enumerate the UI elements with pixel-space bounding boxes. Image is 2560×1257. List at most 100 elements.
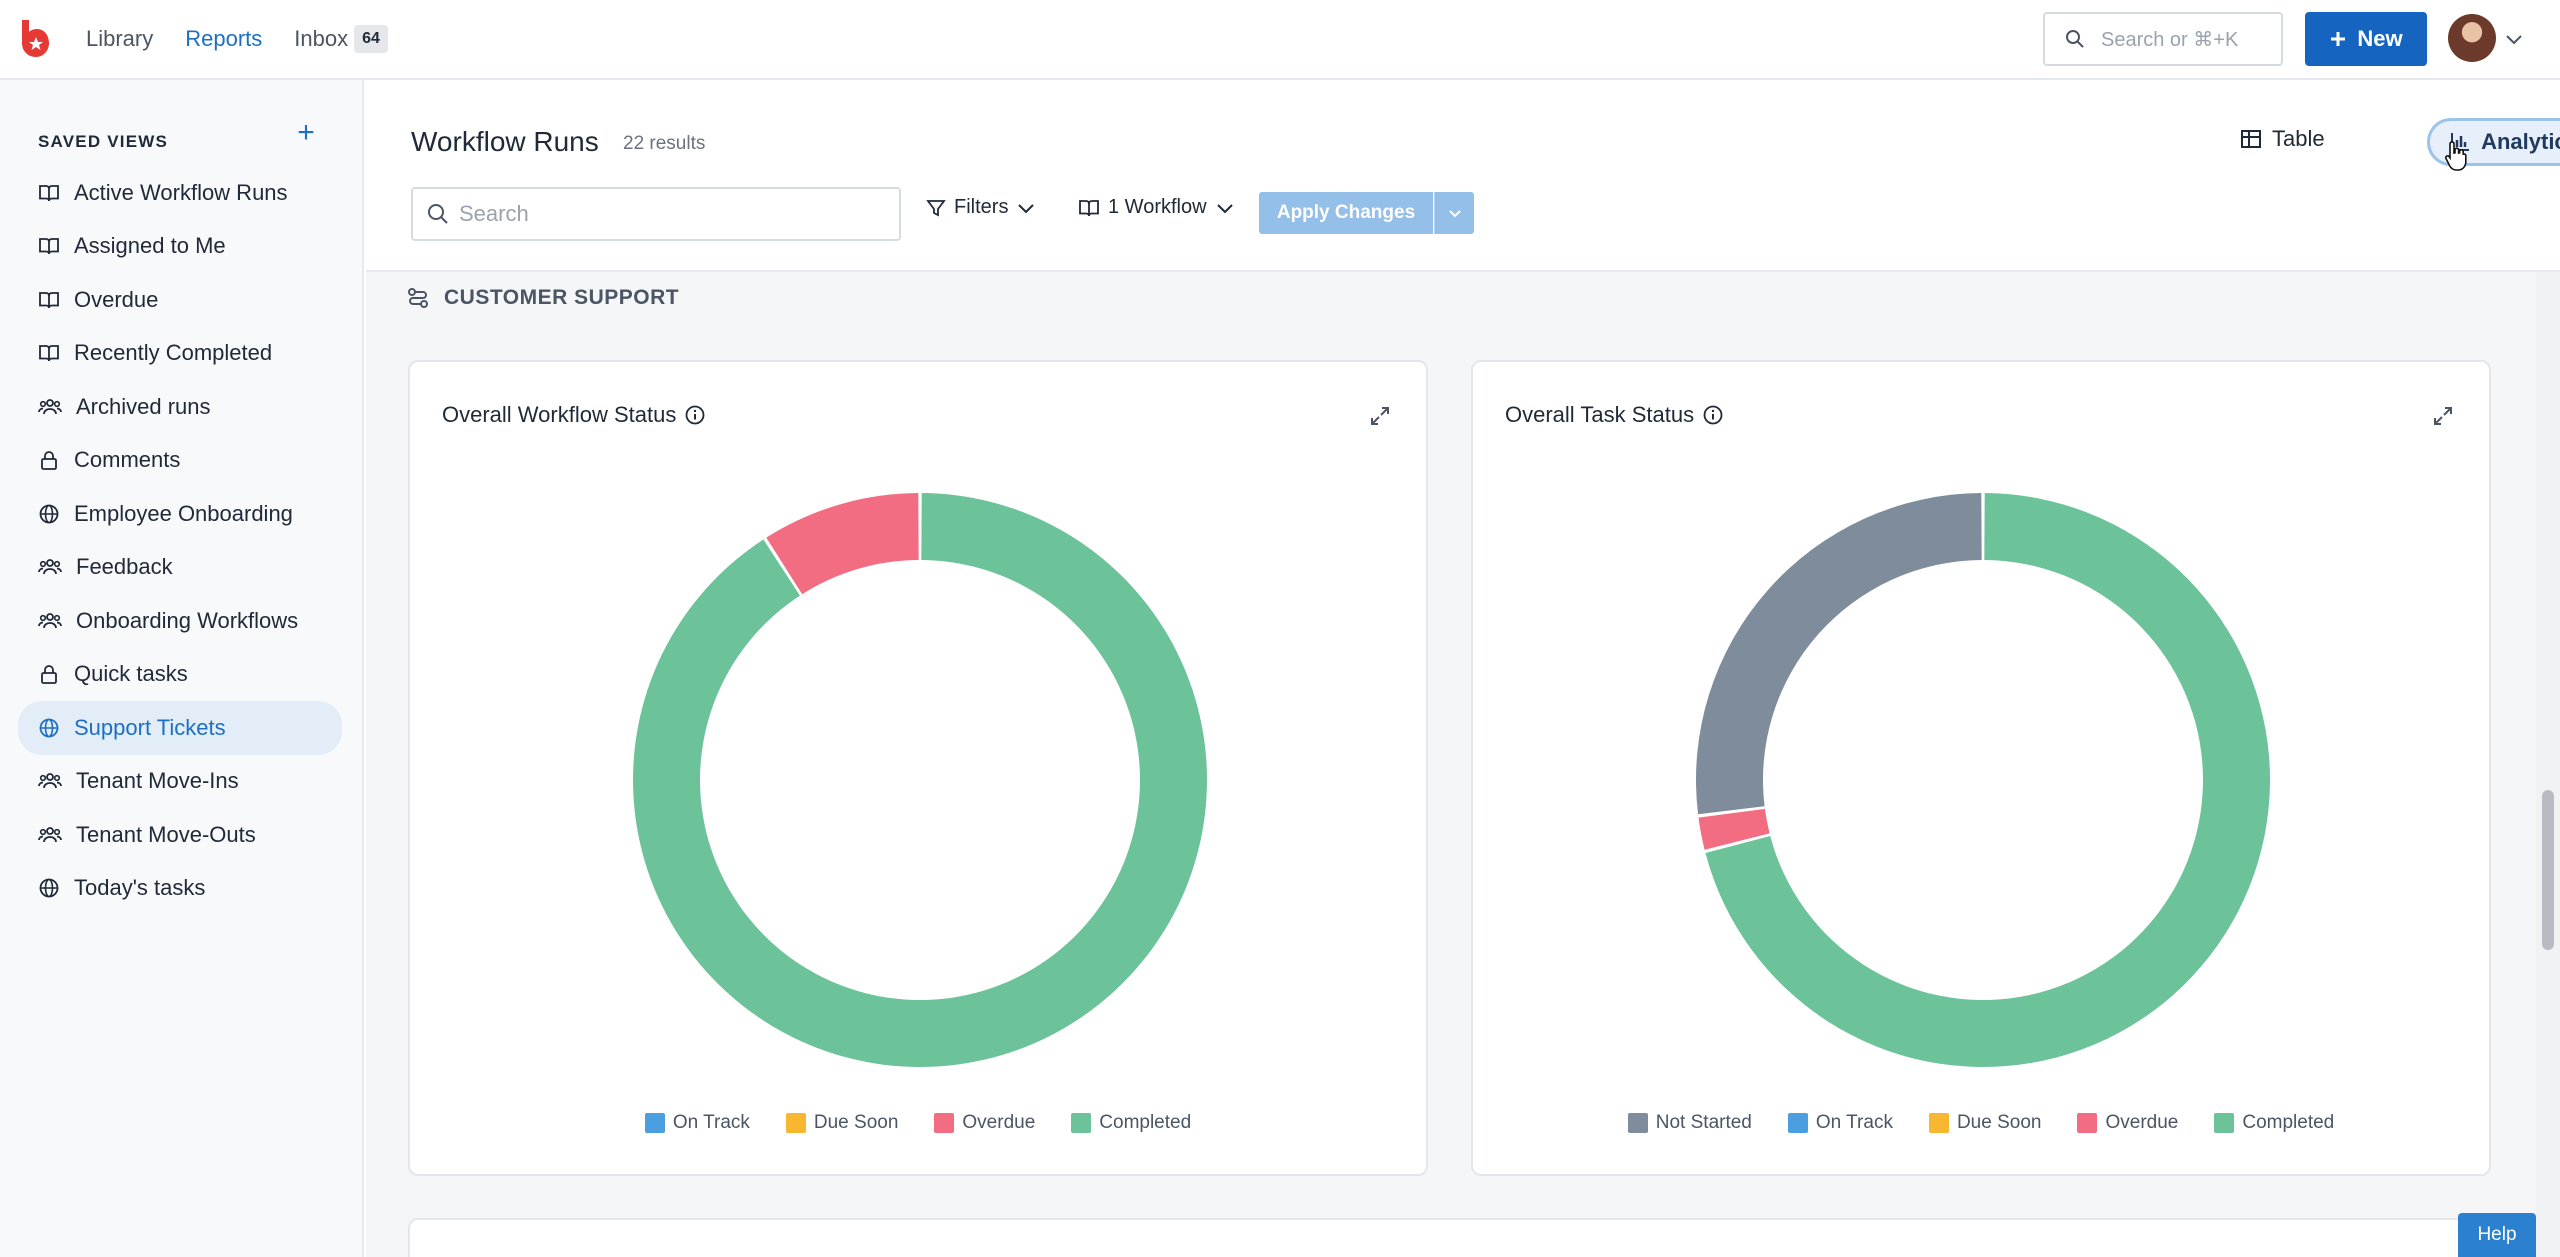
slice-overdue[interactable] xyxy=(1698,808,1770,850)
slice-overdue[interactable] xyxy=(766,493,919,595)
info-icon[interactable] xyxy=(684,404,706,426)
nav-library[interactable]: Library xyxy=(86,26,154,51)
sidebar-item-label: Tenant Move-Outs xyxy=(76,821,256,847)
legend-item[interactable]: Completed xyxy=(1071,1112,1191,1134)
nav-reports[interactable]: Reports xyxy=(185,26,263,51)
sidebar-item-employee-onboarding[interactable]: Employee Onboarding xyxy=(18,487,342,541)
legend-swatch xyxy=(1627,1113,1648,1133)
sidebar-item-label: Archived runs xyxy=(76,393,211,419)
sidebar-item-label: Comments xyxy=(74,447,181,473)
top-bar: Library Reports Inbox 64 Search or ⌘+K N… xyxy=(0,0,2560,80)
legend-item[interactable]: Not Started xyxy=(1627,1112,1752,1134)
scrollbar-thumb[interactable] xyxy=(2542,790,2554,950)
analytics-view-label: Analytics xyxy=(2481,129,2560,154)
main-header: Workflow Runs 22 results Table Analytics… xyxy=(366,80,2560,272)
sidebar-item-label: Employee Onboarding xyxy=(74,500,293,526)
sidebar-item-label: Support Tickets xyxy=(74,714,226,740)
add-view-button[interactable]: + xyxy=(297,116,315,149)
legend-swatch xyxy=(934,1113,955,1133)
legend-label: Completed xyxy=(1099,1112,1192,1133)
legend-item[interactable]: Overdue xyxy=(2077,1112,2178,1134)
expand-icon[interactable] xyxy=(1368,404,1392,428)
search-icon xyxy=(2066,30,2084,48)
sidebar-item-archived-runs[interactable]: Archived runs xyxy=(18,380,342,434)
users-icon xyxy=(38,825,62,845)
legend-swatch xyxy=(644,1113,665,1133)
main-scrollbar[interactable] xyxy=(2536,272,2560,1257)
sidebar-item-tenant-move-ins[interactable]: Tenant Move-Ins xyxy=(18,755,342,809)
global-search[interactable]: Search or ⌘+K xyxy=(2043,12,2283,66)
legend-item[interactable]: On Track xyxy=(644,1112,750,1134)
section-header: CUSTOMER SUPPORT xyxy=(406,286,679,310)
legend-item[interactable]: Overdue xyxy=(934,1112,1035,1134)
sidebar-item-support-tickets[interactable]: Support Tickets xyxy=(18,701,342,755)
donut-chart xyxy=(632,493,1207,1068)
apply-options-button[interactable] xyxy=(1434,192,1474,234)
sidebar-item-today-s-tasks[interactable]: Today's tasks xyxy=(18,862,342,916)
filters-label: Filters xyxy=(954,196,1009,218)
new-button[interactable]: New xyxy=(2305,12,2427,66)
sidebar-item-assigned-to-me[interactable]: Assigned to Me xyxy=(18,220,342,274)
chevron-down-icon xyxy=(1216,203,1233,213)
legend-swatch xyxy=(1071,1113,1092,1133)
saved-views-list: Active Workflow Runs Assigned to Me Overdu… xyxy=(18,166,342,915)
legend-label: Completed xyxy=(2242,1112,2335,1133)
sidebar-item-quick-tasks[interactable]: Quick tasks xyxy=(18,648,342,702)
legend-label: On Track xyxy=(1815,1112,1893,1133)
book-icon xyxy=(1079,199,1099,216)
slice-completed[interactable] xyxy=(632,493,1207,1068)
nav-inbox[interactable]: Inbox 64 xyxy=(294,25,388,53)
global-search-placeholder: Search or ⌘+K xyxy=(2101,28,2239,51)
sidebar-item-feedback[interactable]: Feedback xyxy=(18,541,342,595)
workflow-dropdown[interactable]: 1 Workflow xyxy=(1078,196,1235,219)
legend-item[interactable]: Due Soon xyxy=(785,1112,898,1134)
task-status-card: Overall Task Status Not Started On Track D… xyxy=(1471,360,2491,1176)
runs-search-input[interactable]: Search xyxy=(411,187,901,241)
users-icon xyxy=(38,557,62,577)
filters-dropdown[interactable]: Filters xyxy=(926,196,1036,219)
user-avatar[interactable] xyxy=(2448,14,2496,62)
apply-changes-button[interactable]: Apply Changes xyxy=(1259,192,1433,234)
chart-legend: On Track Due Soon Overdue Completed xyxy=(410,1112,1426,1134)
analytics-content: CUSTOMER SUPPORT Overall Workflow Status… xyxy=(366,272,2536,1257)
sidebar-item-overdue[interactable]: Overdue xyxy=(18,273,342,327)
legend-item[interactable]: Completed xyxy=(2214,1112,2334,1134)
info-icon[interactable] xyxy=(1702,404,1724,426)
sidebar-item-comments[interactable]: Comments xyxy=(18,434,342,488)
chevron-down-icon xyxy=(1448,210,1461,218)
users-icon xyxy=(38,771,62,791)
nav-inbox-label: Inbox xyxy=(294,26,349,51)
sidebar-item-onboarding-workflows[interactable]: Onboarding Workflows xyxy=(18,594,342,648)
sidebar-item-label: Today's tasks xyxy=(74,875,206,901)
legend-item[interactable]: On Track xyxy=(1787,1112,1893,1134)
runs-search-placeholder: Search xyxy=(459,201,529,226)
card-title: Overall Workflow Status xyxy=(442,402,706,428)
help-button[interactable]: Help xyxy=(2458,1213,2536,1257)
chart-title: Overall Task Status xyxy=(1505,402,1695,427)
slice-not-started[interactable] xyxy=(1696,493,1982,815)
sidebar-item-recently-completed[interactable]: Recently Completed xyxy=(18,327,342,381)
book-icon xyxy=(38,183,60,203)
chart-legend: Not Started On Track Due Soon Overdue Comple… xyxy=(1473,1112,2489,1134)
results-count: 22 results xyxy=(623,133,706,154)
chevron-down-icon[interactable] xyxy=(2503,28,2525,50)
hand-cursor-icon xyxy=(2444,141,2467,171)
table-view-label: Table xyxy=(2272,126,2325,151)
sidebar-item-label: Tenant Move-Ins xyxy=(76,768,239,794)
legend-swatch xyxy=(2077,1113,2098,1133)
expand-icon[interactable] xyxy=(2431,404,2455,428)
sidebar-item-tenant-move-outs[interactable]: Tenant Move-Outs xyxy=(18,808,342,862)
legend-swatch xyxy=(1787,1113,1808,1133)
legend-label: Due Soon xyxy=(1956,1112,2042,1133)
next-card xyxy=(408,1218,2536,1257)
sidebar-item-label: Assigned to Me xyxy=(74,233,226,259)
sidebar-item-label: Overdue xyxy=(74,286,159,312)
app-logo-icon[interactable] xyxy=(18,18,52,58)
sidebar-item-label: Feedback xyxy=(76,554,173,580)
sidebar-item-active-workflow-runs[interactable]: Active Workflow Runs xyxy=(18,166,342,220)
table-view-button[interactable]: Table xyxy=(2240,126,2325,152)
legend-item[interactable]: Due Soon xyxy=(1928,1112,2042,1134)
globe-icon xyxy=(38,503,60,525)
sidebar-item-label: Onboarding Workflows xyxy=(76,607,299,633)
users-icon xyxy=(38,397,62,417)
